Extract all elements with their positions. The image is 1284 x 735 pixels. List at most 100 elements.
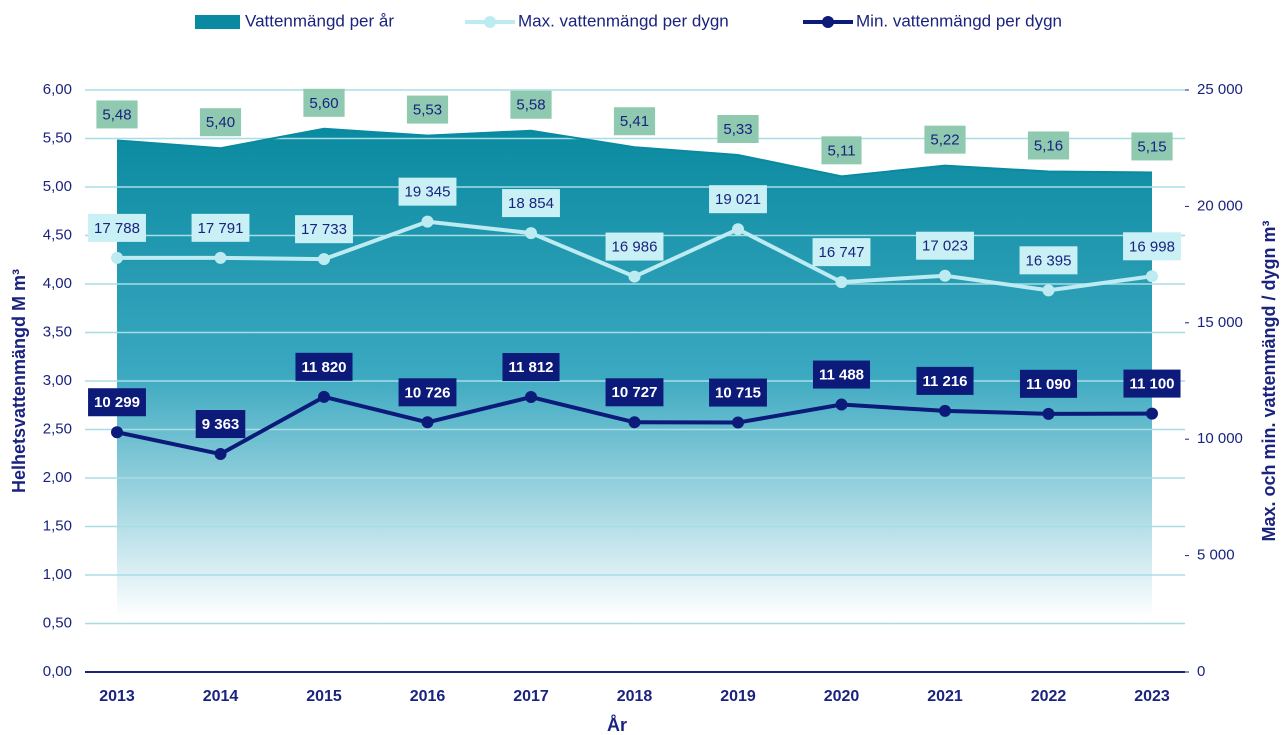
value-label: 5,53	[413, 102, 442, 119]
y-tick-label: 2,00	[43, 469, 72, 486]
point	[835, 398, 848, 411]
y2-tick-label: 5 000	[1197, 547, 1235, 564]
data-label: 5,40	[199, 108, 242, 137]
value-label: 5,60	[309, 95, 338, 112]
y-axis-title: Helhetsvattenmängd M m³	[9, 269, 29, 493]
data-label: 5,11	[821, 136, 862, 165]
y-tick-label: 5,00	[43, 178, 72, 195]
value-label: 11 820	[301, 359, 346, 376]
data-label: 11 812	[502, 353, 560, 382]
point	[111, 426, 123, 439]
y2-axis-title: Max. och min. vattenmängd / dygn m³	[1259, 220, 1279, 541]
label-box	[812, 360, 871, 389]
label-box	[709, 185, 767, 214]
y-tick-label: 3,50	[43, 323, 72, 340]
label-box	[1027, 131, 1070, 160]
y-tick-label: 3,00	[43, 372, 72, 389]
value-label: 5,41	[620, 113, 649, 130]
value-label: 5,40	[206, 114, 235, 131]
label-box	[916, 366, 974, 395]
label-box	[605, 232, 664, 261]
value-label: 17 791	[198, 220, 244, 237]
data-label: 5,58	[510, 90, 552, 119]
value-label: 16 986	[612, 239, 658, 256]
value-label: 11 488	[819, 367, 864, 384]
label-box	[924, 125, 966, 154]
value-label: 11 812	[508, 359, 553, 376]
label-box	[1123, 369, 1181, 398]
data-label: 11 488	[812, 360, 871, 389]
data-label: 16 998	[1123, 232, 1181, 261]
data-label: 17 733	[295, 215, 353, 244]
data-label: 5,41	[613, 107, 656, 136]
value-label: 17 023	[922, 238, 968, 255]
x-tick-label: 2020	[824, 688, 860, 705]
value-label: 5,58	[516, 97, 545, 114]
point	[214, 251, 227, 264]
y2-tick-label: 10 000	[1197, 430, 1243, 447]
point	[421, 215, 434, 228]
point	[525, 391, 537, 404]
label-box	[613, 107, 656, 136]
x-tick-label: 2019	[720, 688, 756, 705]
label-box	[1019, 246, 1078, 275]
label-box	[303, 88, 345, 117]
point	[1146, 270, 1158, 283]
data-label: 16 395	[1019, 246, 1078, 275]
data-label: 9 363	[195, 410, 246, 439]
label-box	[605, 378, 664, 407]
data-label: 5,53	[406, 95, 449, 124]
point	[1042, 284, 1055, 297]
y2-tick-label: 25 000	[1197, 81, 1243, 98]
data-label: 5,60	[303, 88, 345, 117]
x-tick-label: 2017	[513, 688, 549, 705]
x-tick-label: 2015	[306, 688, 342, 705]
y2-tick-label: 20 000	[1197, 197, 1243, 214]
point	[318, 390, 330, 403]
legend-swatch	[822, 16, 834, 28]
label-box	[1123, 232, 1181, 261]
area-top	[116, 127, 1153, 178]
point	[525, 227, 537, 240]
data-label: 11 820	[295, 352, 353, 381]
point	[732, 223, 744, 236]
label-box	[195, 410, 246, 439]
point	[1146, 407, 1158, 420]
data-label: 5,22	[924, 125, 966, 154]
x-axis-title: År	[607, 715, 627, 735]
data-label: 5,15	[1131, 132, 1173, 161]
point	[939, 404, 951, 417]
y2-tick-label: 0	[1197, 663, 1205, 680]
value-label: 9 363	[202, 416, 240, 433]
value-label: 5,22	[930, 132, 959, 149]
x-tick-label: 2018	[617, 688, 653, 705]
value-label: 16 998	[1129, 238, 1175, 255]
value-label: 10 726	[405, 384, 451, 401]
data-label: 17 791	[191, 213, 250, 242]
value-label: 11 090	[1026, 376, 1071, 393]
label-box	[709, 378, 767, 407]
label-box	[1019, 369, 1078, 398]
label-box	[295, 352, 353, 381]
value-label: 5,16	[1034, 137, 1063, 154]
value-label: 5,15	[1137, 138, 1166, 155]
label-box	[199, 108, 242, 137]
label-box	[502, 189, 560, 218]
data-label: 17 023	[916, 231, 974, 260]
label-box	[88, 213, 146, 242]
point	[1042, 407, 1055, 420]
data-label: 11 090	[1019, 369, 1078, 398]
data-label: 19 345	[398, 177, 457, 206]
value-label: 17 733	[301, 221, 347, 238]
label-box	[510, 90, 552, 119]
value-label: 10 715	[715, 385, 761, 402]
point	[318, 253, 330, 266]
legend-swatch	[484, 16, 496, 28]
data-label: 10 715	[709, 378, 767, 407]
value-label: 11 216	[922, 373, 967, 390]
data-label: 10 299	[88, 388, 146, 417]
data-label: 10 727	[605, 378, 664, 407]
value-label: 16 395	[1026, 252, 1072, 269]
legend-label: Min. vattenmängd per dygn	[856, 11, 1062, 30]
y-tick-label: 4,00	[43, 275, 72, 292]
